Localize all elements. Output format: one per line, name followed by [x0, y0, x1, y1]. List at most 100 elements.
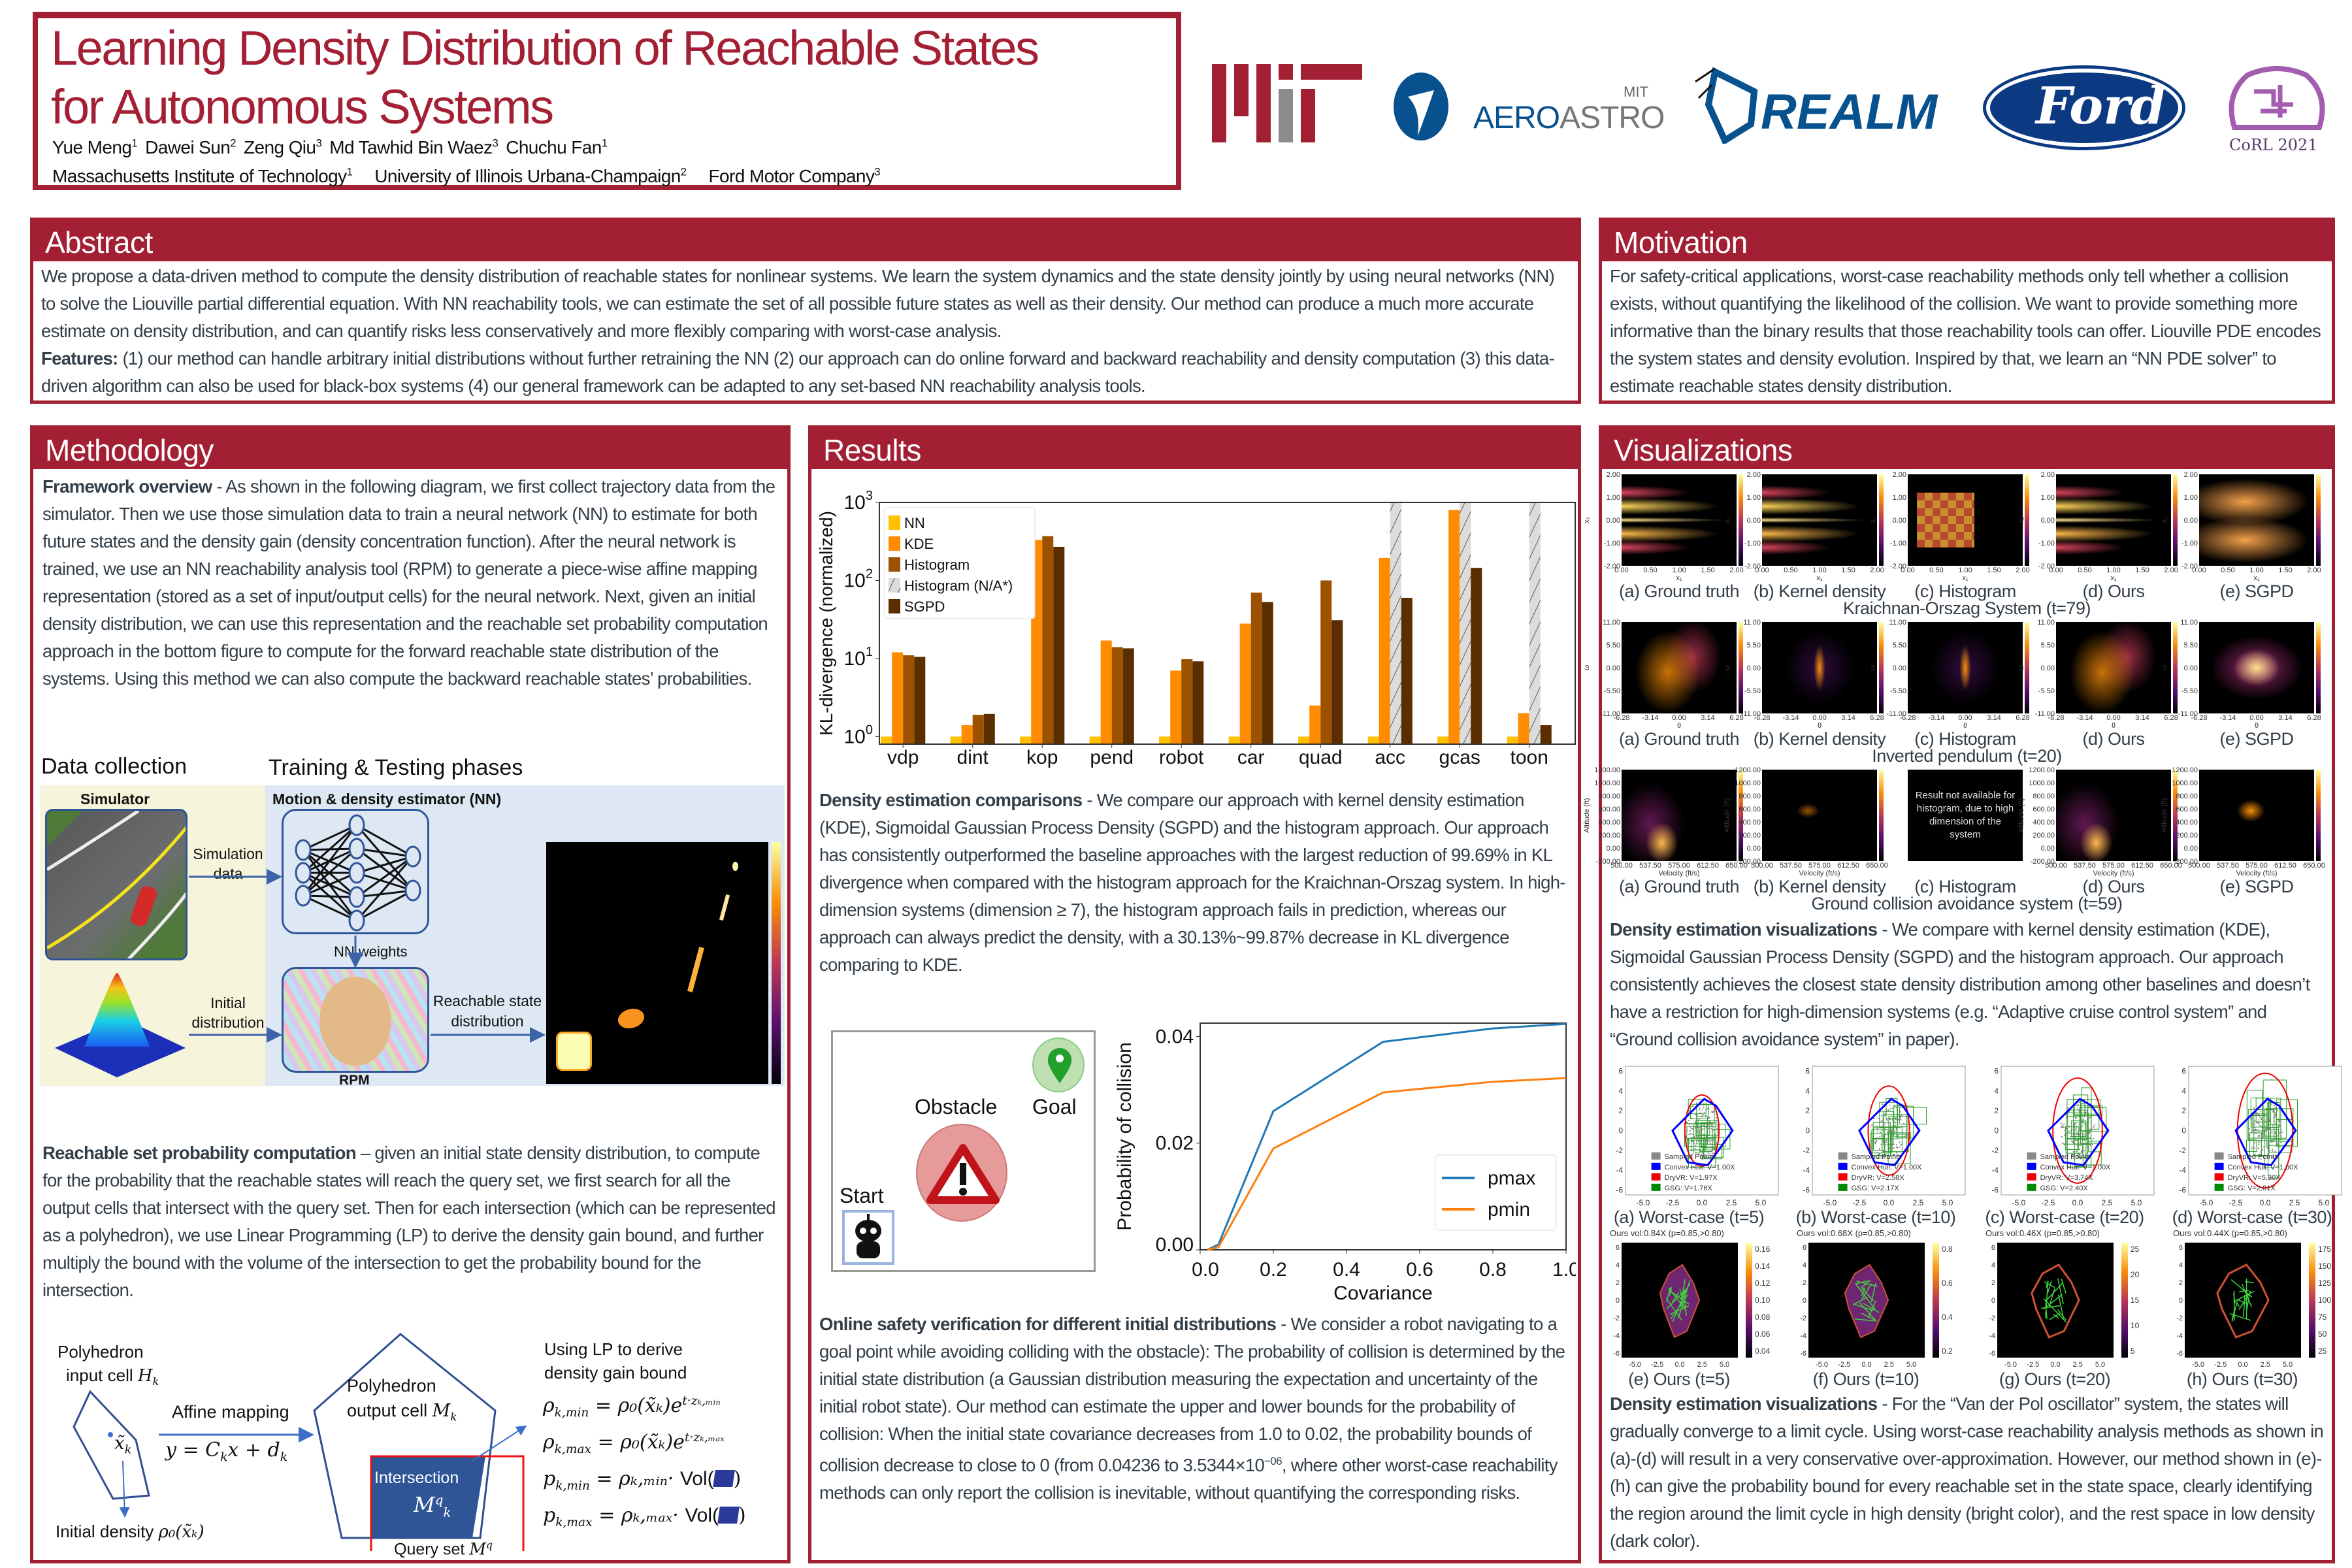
initial-distribution-label-2: distribution — [191, 1014, 265, 1031]
y-tick-label: 6 — [1618, 1067, 1623, 1076]
sampled-point — [1899, 1141, 1901, 1143]
x-tick-label: 612.50 — [1697, 862, 1719, 870]
ours-density-plot: 0.8 0.6 0.4 0.2 -5.0 -2.5 0.0 2.5 5.0 6 4 2 0 -2 -4 -6 — [1800, 1243, 1953, 1369]
convex-hull — [2047, 1098, 2110, 1167]
y-tick-label: 6 — [1991, 1244, 1995, 1252]
bar-kde — [1170, 670, 1182, 744]
bar-nn — [1437, 736, 1449, 744]
bar-kde — [961, 725, 973, 744]
sampled-point — [1705, 1148, 1707, 1150]
bar-kde — [1100, 640, 1112, 744]
worst-case-plot: Sampled Points Convex Hull: V=1.00X DryVR:… — [1803, 1066, 1966, 1207]
x-tick-label: 6.28 — [1870, 714, 1884, 722]
gsg-box — [2246, 1139, 2257, 1152]
sampled-point — [2082, 1143, 2083, 1145]
gsg-box — [2250, 1098, 2269, 1128]
colorbar-tick-label: 75 — [2318, 1313, 2327, 1322]
sampled-point — [2083, 1139, 2085, 1141]
y-tick-label: -2.00 — [2181, 563, 2198, 570]
bar-nn — [1367, 736, 1379, 744]
sampled-point — [1691, 1117, 1693, 1119]
sampled-point — [2093, 1124, 2095, 1126]
trajectory-line — [2047, 1281, 2052, 1294]
y-tick-label: -6 — [2179, 1185, 2186, 1194]
bar-nn — [1298, 736, 1310, 744]
density-comparison-grid: 2.00 1.00 0.00 -1.00 -2.00 0.00 0.50 1.00 1.50 2.… — [1583, 429, 2332, 913]
vdp-text: - For the “Van der Pol oscillator” syste… — [1610, 1394, 2324, 1551]
sampled-point — [1686, 1122, 1688, 1124]
y-tick-label: -2.00 — [1603, 563, 1620, 570]
sampled-point — [2276, 1109, 2278, 1111]
x-tick-label: 6.28 — [2164, 714, 2178, 722]
sampled-point — [2259, 1154, 2261, 1156]
sampled-point — [2077, 1104, 2079, 1106]
y-tick-label: -2 — [2176, 1315, 2183, 1322]
sampled-point — [1713, 1130, 1715, 1132]
sampled-point — [2262, 1109, 2264, 1111]
x-tick-label: 2.00 — [2164, 566, 2178, 574]
heatmap-caption: (e) SGPD — [2219, 581, 2294, 601]
x-tick-label: 5.0 — [1720, 1361, 1729, 1369]
x-tick-label: 1.50 — [1987, 566, 2001, 574]
sampled-point — [1695, 1114, 1697, 1116]
affine-eq-sub: k — [220, 1450, 228, 1464]
sampled-point — [1885, 1122, 1887, 1124]
ours-plot-title: Ours vol:0.44X (p=0.85,>0.80) — [2173, 1228, 2287, 1238]
y-tick-label: -5.50 — [2181, 687, 2198, 695]
sampled-point — [2078, 1102, 2080, 1103]
sampled-point — [1696, 1126, 1698, 1128]
y-tick-label: 5.50 — [1746, 642, 1761, 649]
sampled-point — [2078, 1128, 2080, 1130]
obstacle-label: Obstacle — [915, 1095, 998, 1119]
sampled-point — [2091, 1140, 2093, 1142]
sampled-point — [1895, 1144, 1897, 1146]
sampled-point — [2251, 1148, 2253, 1150]
x-tick-label: 575.00 — [1668, 862, 1690, 870]
y-tick-label: 0.02 — [1156, 1133, 1194, 1154]
x-tick-label: 0.6 — [1406, 1259, 1433, 1281]
colorbar-tick-label: 5 — [2131, 1347, 2135, 1356]
trajectory-line — [2046, 1282, 2048, 1288]
row-title: Ground collision avoidance system (t=59) — [1811, 894, 2123, 913]
sampled-point — [1691, 1123, 1693, 1125]
sampled-point — [1876, 1131, 1878, 1133]
sampled-point — [1889, 1104, 1891, 1106]
x-tick-label: -2.5 — [2214, 1361, 2227, 1369]
x-axis-label: θ — [1963, 722, 1968, 730]
sampled-point — [2082, 1153, 2084, 1155]
x-tick-label: 0.0 — [1674, 1361, 1684, 1369]
density-heatmap — [2199, 474, 2314, 566]
sampled-point — [1705, 1115, 1707, 1117]
sampled-point — [1710, 1128, 1712, 1130]
y-tick-label: 6 — [2181, 1067, 2186, 1076]
x-tick-label: 2.5 — [2073, 1361, 2083, 1369]
y-tick-base: 10 — [844, 570, 866, 591]
sampled-point — [2260, 1111, 2262, 1113]
sampled-point — [2255, 1137, 2257, 1139]
x-tick-label: -5.0 — [2004, 1361, 2017, 1369]
worst-case-caption: (b) Worst-case (t=10) — [1795, 1207, 1956, 1227]
bar-kde — [1379, 557, 1390, 744]
x-tick-label: -6.28 — [2048, 714, 2065, 722]
sampled-point — [1895, 1119, 1897, 1120]
y-tick-label: -4 — [2176, 1332, 2183, 1340]
x-tick-label: 1.00 — [2249, 566, 2264, 574]
sampled-point — [1688, 1137, 1690, 1139]
sampled-point — [2078, 1111, 2080, 1113]
sampled-point — [2061, 1142, 2063, 1144]
y-tick-label: -11.00 — [1740, 710, 1761, 718]
ours-caption: (f) Ours (t=10) — [1812, 1369, 1919, 1389]
colorbar — [2025, 622, 2029, 713]
sampled-point — [1889, 1147, 1891, 1149]
ours-caption: (g) Ours (t=20) — [1999, 1369, 2111, 1389]
sampled-point — [2066, 1127, 2068, 1129]
gsg-box — [2249, 1132, 2262, 1156]
heatmap-caption: (e) SGPD — [2219, 877, 2294, 896]
sampled-point — [2258, 1137, 2260, 1139]
y-tick-label: 4 — [1805, 1086, 1810, 1096]
affine-eq: y = C — [165, 1439, 221, 1462]
y-tick-label: -6 — [1613, 1350, 1620, 1358]
legend-swatch — [889, 599, 900, 613]
density-heatmap — [1622, 770, 1737, 861]
sampled-point — [2258, 1119, 2260, 1121]
